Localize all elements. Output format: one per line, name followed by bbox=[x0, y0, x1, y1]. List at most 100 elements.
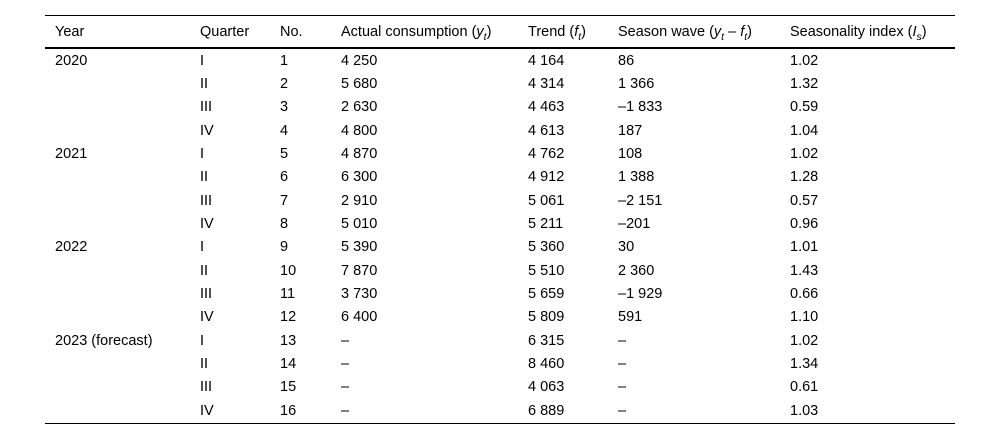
cell-index: 1.04 bbox=[790, 122, 819, 139]
cell-trend: 5 061 bbox=[528, 192, 565, 209]
cell-index: 1.10 bbox=[790, 309, 819, 326]
cell-season: 1 366 bbox=[618, 76, 655, 93]
table-row: II 10 7 870 5 510 2 360 1.43 bbox=[45, 259, 955, 282]
cell-index: 1.28 bbox=[790, 169, 819, 186]
header-text-segment: Trend ( bbox=[528, 23, 575, 40]
cell-quarter: I bbox=[200, 239, 205, 256]
header-text-segment: y bbox=[713, 23, 722, 40]
header-text-segment: Quarter bbox=[200, 23, 250, 40]
cell-index: 0.61 bbox=[790, 379, 819, 396]
cell-quarter: I bbox=[200, 146, 205, 163]
table-body: 2020 I 1 4 250 4 164 86 1.02 II 2 5 680 4 314 1 366… bbox=[45, 48, 955, 423]
header-text-segment: t bbox=[744, 31, 748, 43]
table-row: IV 4 4 800 4 613 187 1.04 bbox=[45, 119, 955, 142]
header-text-segment: Season wave ( bbox=[618, 23, 714, 40]
column-header-season: Season wave (yt – ft) bbox=[618, 15, 790, 49]
table-row: 2022 I 9 5 390 5 360 30 1.01 bbox=[45, 236, 955, 259]
cell-index: 0.57 bbox=[790, 192, 819, 209]
cell-year: 2020 bbox=[55, 52, 88, 69]
column-header-trend: Trend (ft) bbox=[528, 15, 618, 49]
table-row: III 3 2 630 4 463 –1 833 0.59 bbox=[45, 96, 955, 119]
cell-index: 0.66 bbox=[790, 286, 819, 303]
table-row: II 2 5 680 4 314 1 366 1.32 bbox=[45, 72, 955, 95]
cell-quarter: IV bbox=[200, 309, 214, 326]
cell-quarter: IV bbox=[200, 122, 214, 139]
cell-quarter: IV bbox=[200, 402, 214, 419]
cell-actual: 3 730 bbox=[341, 286, 378, 303]
cell-actual: 5 680 bbox=[341, 76, 378, 93]
cell-actual: 2 910 bbox=[341, 192, 378, 209]
header-text-segment: I bbox=[912, 23, 917, 40]
cell-trend: 6 315 bbox=[528, 332, 565, 349]
cell-year bbox=[45, 212, 200, 235]
cell-index: 0.59 bbox=[790, 99, 819, 116]
cell-no: 8 bbox=[280, 216, 289, 233]
header-text-segment: ) bbox=[747, 23, 752, 40]
table-row: III 11 3 730 5 659 –1 929 0.66 bbox=[45, 282, 955, 305]
header-text-segment: y bbox=[476, 23, 484, 40]
cell-season: – bbox=[618, 379, 627, 396]
cell-season: 30 bbox=[618, 239, 635, 256]
cell-season: 187 bbox=[618, 122, 643, 139]
cell-no: 13 bbox=[280, 332, 297, 349]
cell-actual: 6 300 bbox=[341, 169, 378, 186]
cell-season: –2 151 bbox=[618, 192, 663, 209]
column-header-actual: Actual consumption (yt) bbox=[341, 15, 528, 49]
cell-actual: 4 250 bbox=[341, 52, 378, 69]
table-row: IV 12 6 400 5 809 591 1.10 bbox=[45, 306, 955, 329]
cell-actual: 5 390 bbox=[341, 239, 378, 256]
cell-year bbox=[45, 166, 200, 189]
header-text-segment: f bbox=[574, 23, 579, 40]
cell-year bbox=[45, 189, 200, 212]
cell-trend: 5 211 bbox=[528, 216, 564, 233]
table-row: II 6 6 300 4 912 1 388 1.28 bbox=[45, 166, 955, 189]
header-text-segment: – bbox=[724, 23, 741, 40]
cell-quarter: III bbox=[200, 99, 213, 116]
cell-quarter: I bbox=[200, 332, 205, 349]
cell-no: 12 bbox=[280, 309, 297, 326]
cell-actual: 6 400 bbox=[341, 309, 378, 326]
cell-trend: 5 809 bbox=[528, 309, 565, 326]
cell-quarter: II bbox=[200, 356, 209, 373]
cell-season: –201 bbox=[618, 216, 651, 233]
cell-quarter: II bbox=[200, 169, 209, 186]
header-text-segment: t bbox=[483, 31, 487, 43]
cell-quarter: IV bbox=[200, 216, 214, 233]
cell-year: 2023 (forecast) bbox=[55, 332, 153, 349]
cell-no: 10 bbox=[280, 262, 297, 279]
table-row: IV 8 5 010 5 211 –201 0.96 bbox=[45, 212, 955, 235]
cell-season: 2 360 bbox=[618, 262, 655, 279]
table-row: IV 16 – 6 889 – 1.03 bbox=[45, 399, 955, 423]
cell-no: 4 bbox=[280, 122, 289, 139]
cell-no: 6 bbox=[280, 169, 289, 186]
table-row: 2023 (forecast) I 13 – 6 315 – 1.02 bbox=[45, 329, 955, 352]
cell-season: – bbox=[618, 332, 627, 349]
header-text-segment: s bbox=[916, 31, 922, 43]
cell-trend: 4 063 bbox=[528, 379, 565, 396]
cell-actual: – bbox=[341, 332, 350, 349]
cell-year bbox=[45, 119, 200, 142]
cell-trend: 4 762 bbox=[528, 146, 565, 163]
cell-year: 2021 bbox=[55, 146, 88, 163]
column-header-index: Seasonality index (Is) bbox=[790, 15, 955, 49]
cell-trend: 4 314 bbox=[528, 76, 565, 93]
cell-season: 86 bbox=[618, 52, 635, 69]
cell-quarter: I bbox=[200, 52, 205, 69]
cell-quarter: III bbox=[200, 379, 213, 396]
cell-trend: 5 659 bbox=[528, 286, 565, 303]
header-text-segment: ) bbox=[486, 23, 492, 40]
cell-actual: 7 870 bbox=[341, 262, 378, 279]
cell-year: 2022 bbox=[55, 239, 88, 256]
header-text-segment: t bbox=[578, 31, 582, 43]
cell-year bbox=[45, 72, 200, 95]
cell-index: 1.02 bbox=[790, 332, 819, 349]
table-header-row: Year Quarter No. Actual consumption (yt) Tre… bbox=[45, 15, 955, 49]
cell-season: 1 388 bbox=[618, 169, 655, 186]
cell-year bbox=[45, 399, 200, 423]
cell-trend: 4 463 bbox=[528, 99, 565, 116]
cell-no: 11 bbox=[280, 286, 296, 303]
cell-index: 1.03 bbox=[790, 402, 819, 419]
cell-quarter: III bbox=[200, 286, 213, 303]
cell-index: 1.32 bbox=[790, 76, 819, 93]
